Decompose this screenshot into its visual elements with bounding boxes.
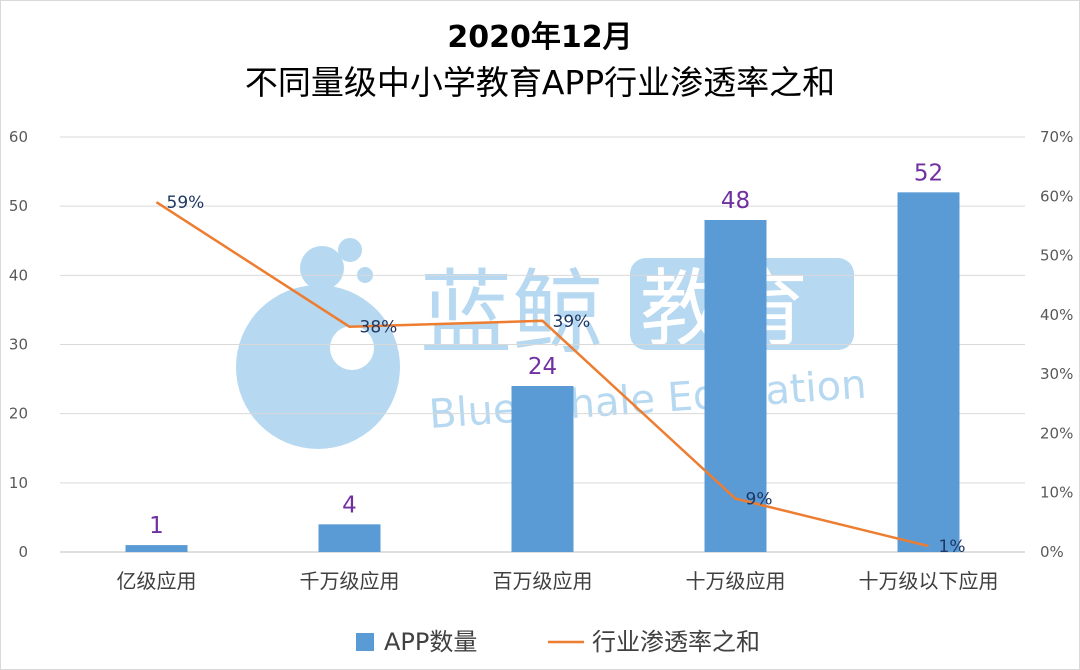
bar xyxy=(318,524,381,552)
y2-tick-label: 50% xyxy=(1040,247,1073,265)
y2-tick-label: 40% xyxy=(1040,306,1073,324)
bar-data-label: 1 xyxy=(149,513,164,539)
y2-tick-label: 30% xyxy=(1040,365,1073,383)
y-tick-label: 20 xyxy=(9,405,28,423)
y-tick-label: 10 xyxy=(9,474,28,492)
legend-line-label: 行业渗透率之和 xyxy=(592,628,760,656)
y-tick-label: 30 xyxy=(9,336,28,354)
bar xyxy=(511,386,574,552)
legend-bar-label: APP数量 xyxy=(384,628,477,656)
bar-data-label: 4 xyxy=(342,492,357,518)
y2-tick-label: 0% xyxy=(1040,543,1064,561)
data-labels: 1 4 24 48 52 59% 38% 39% 9% 1% xyxy=(149,160,965,557)
x-tick-label: 百万级应用 xyxy=(493,569,593,593)
line-data-label: 39% xyxy=(553,312,591,332)
bar-data-label: 24 xyxy=(528,354,557,380)
y2-tick-label: 10% xyxy=(1040,484,1073,502)
bar-data-label: 48 xyxy=(721,188,750,214)
chart-axes: 0 10 20 30 40 50 60 0% 10% 20% 30% 40% 50% 60% 70% 亿级应用… xyxy=(9,128,1073,593)
chart-title: 2020年12月 xyxy=(447,20,633,55)
watermark-drop-logo xyxy=(236,285,400,449)
watermark-logo-eye xyxy=(330,326,374,370)
watermark-en-text: Blue Whale Education xyxy=(427,362,867,438)
y2-tick-label: 70% xyxy=(1040,128,1073,146)
x-tick-label: 千万级应用 xyxy=(300,569,400,593)
x-tick-label: 十万级应用 xyxy=(686,569,786,593)
legend: APP数量 行业渗透率之和 xyxy=(356,628,760,656)
y2-tick-label: 60% xyxy=(1040,187,1073,205)
line-data-label: 1% xyxy=(939,537,966,557)
bar-data-label: 52 xyxy=(914,160,943,186)
legend-bar-swatch xyxy=(356,633,374,651)
line-data-label: 38% xyxy=(360,318,398,338)
line-data-label: 9% xyxy=(746,490,773,510)
bar xyxy=(704,220,767,552)
bar xyxy=(897,192,960,553)
watermark-logo-splash xyxy=(338,238,362,262)
x-tick-label: 十万级以下应用 xyxy=(859,569,999,593)
x-tick-label: 亿级应用 xyxy=(117,569,197,593)
y-tick-label: 0 xyxy=(18,543,28,561)
y-tick-label: 40 xyxy=(9,266,28,284)
watermark-logo-splash xyxy=(300,246,344,290)
y-tick-label: 50 xyxy=(9,197,28,215)
line-series xyxy=(155,201,929,548)
y2-tick-label: 20% xyxy=(1040,424,1073,442)
line-data-label: 59% xyxy=(167,193,205,213)
chart-subtitle: 不同量级中小学教育APP行业渗透率之和 xyxy=(244,63,836,102)
y-tick-label: 60 xyxy=(9,128,28,146)
bar-series xyxy=(125,192,960,553)
bar xyxy=(125,545,188,552)
